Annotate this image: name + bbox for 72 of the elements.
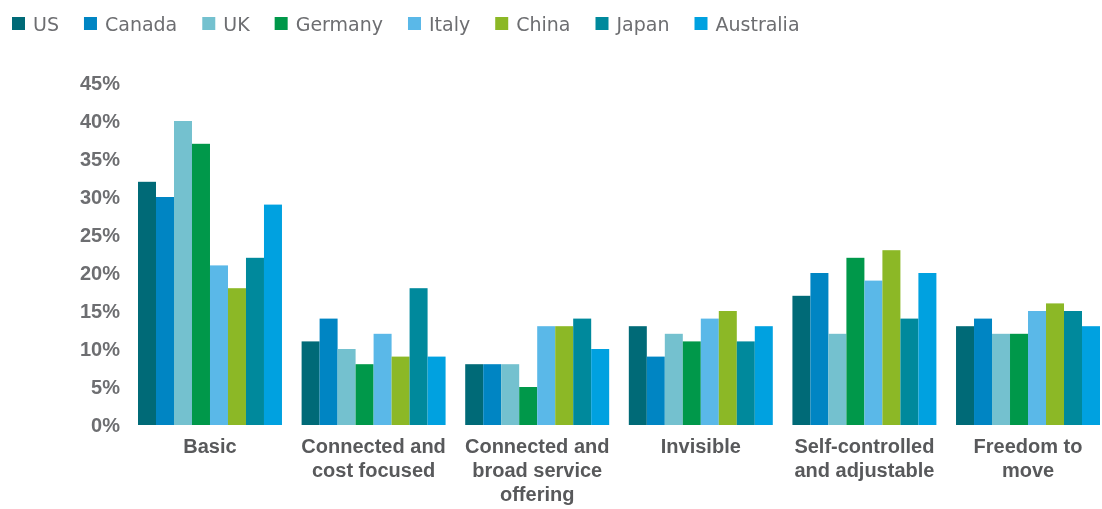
y-tick-label: 25% [79,223,121,246]
y-tick-label: 30% [79,185,121,208]
bar [409,288,428,425]
y-tick-label: 15% [79,299,121,322]
bar [792,295,811,425]
bar [591,349,610,425]
x-tick-label: Freedom to move [973,435,1083,482]
bar [918,273,937,425]
bar [555,326,574,425]
x-tick-label: Self-controlled and adjustable [794,435,935,482]
x-tick-label: Connected and cost focused [301,435,446,482]
bar [628,326,647,425]
y-tick-label: 20% [79,261,121,284]
bar [718,311,737,425]
bar [956,326,975,425]
y-tick-label: 45% [79,71,121,94]
bar [1082,326,1100,425]
bar [355,364,374,425]
y-tick-label: 0% [91,413,121,436]
bar [1028,311,1047,425]
x-tick-label: Invisible [660,435,741,458]
bar [882,250,901,425]
legend-label: Japan [615,12,670,35]
bar [263,204,282,425]
y-tick-label: 5% [91,375,121,398]
bar [646,356,665,425]
bar [1046,303,1065,425]
bar [501,364,520,425]
bar [864,280,883,425]
bar [173,121,192,425]
bar [191,143,210,425]
bar [992,333,1011,425]
bar [391,356,410,425]
legend-label: US [33,12,59,35]
bar [227,288,246,425]
bar [1064,311,1082,425]
bar [573,318,592,425]
legend-label: Canada [104,12,178,35]
bar [846,257,865,425]
bar [754,326,773,425]
legend-label: Italy [428,12,471,35]
bar [465,364,484,425]
y-tick-label: 35% [79,147,121,170]
bar [682,341,701,425]
bar [900,318,919,425]
bar [301,341,320,425]
legend-label: UK [223,12,251,35]
y-tick-label: 40% [79,109,121,132]
x-tick-label: Connected and broad service offering [464,435,610,506]
bar [245,257,264,425]
legend-label: Germany [295,12,383,35]
legend-label: China [516,12,571,35]
legend-label: Australia [715,12,800,35]
x-tick-label: Basic [183,435,237,458]
bar [974,318,993,425]
bar [156,197,174,425]
bar [427,356,446,425]
bar [736,341,755,425]
bar [519,387,538,425]
bar [537,326,556,425]
bar [337,349,356,425]
bar [138,181,156,425]
bar [319,318,338,425]
y-tick-label: 10% [79,337,121,360]
bar [700,318,719,425]
bar [664,333,683,425]
bar [828,333,847,425]
bar [483,364,502,425]
bar [209,265,228,425]
bar [810,273,829,425]
bar [1010,333,1029,425]
bar [373,333,392,425]
